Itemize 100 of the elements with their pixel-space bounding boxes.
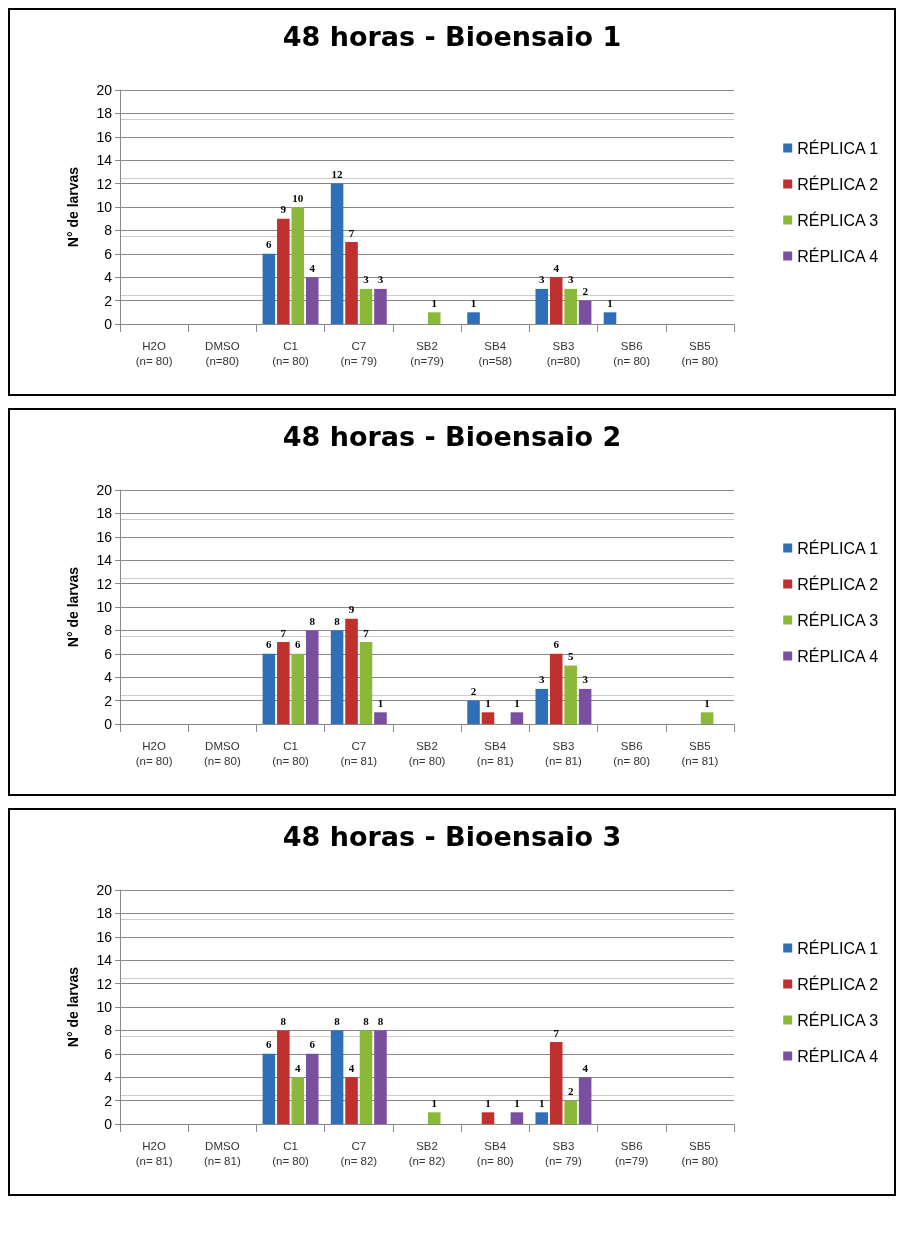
legend-label: RÉPLICA 2	[797, 174, 879, 193]
y-tick-label: 10	[96, 199, 113, 215]
legend-label: RÉPLICA 4	[797, 1046, 879, 1065]
x-tick-label: SB2 (n=79)	[410, 339, 444, 367]
x-tick-label: DMSO (n= 80)	[203, 739, 241, 767]
y-tick-label: 2	[104, 1092, 113, 1109]
data-label: 1	[539, 1096, 545, 1109]
bar	[359, 1030, 373, 1124]
data-label: 2	[582, 285, 589, 298]
x-tick-label: C7 (n= 82)	[340, 1139, 378, 1167]
bar	[262, 1053, 276, 1124]
y-tick-label: 10	[96, 599, 113, 615]
y-tick-label: 14	[96, 152, 113, 169]
data-label: 8	[334, 1014, 341, 1027]
data-label: 6	[553, 638, 560, 651]
data-label: 1	[704, 696, 710, 709]
data-label: 6	[309, 1038, 316, 1051]
x-tick-label: C1 (n= 80)	[272, 739, 310, 767]
x-tick-label: SB3 (n=80)	[546, 339, 581, 367]
x-tick-label: SB5 (n= 80)	[681, 339, 719, 367]
legend-label: RÉPLICA 4	[797, 646, 879, 665]
data-label: 4	[295, 1061, 302, 1074]
data-label: 1	[485, 1096, 491, 1109]
bar	[345, 618, 358, 724]
y-tick-label: 8	[104, 622, 113, 639]
bar	[330, 630, 344, 724]
bar	[262, 253, 276, 324]
bar	[374, 288, 387, 324]
legend-label: RÉPLICA 3	[797, 610, 879, 629]
bar	[510, 712, 524, 724]
data-label: 7	[280, 626, 287, 639]
x-tick-label: SB6 (n= 80)	[613, 339, 651, 367]
x-tick-label: SB3 (n= 79)	[545, 1139, 582, 1167]
bar	[262, 653, 276, 724]
data-label: 7	[553, 1026, 560, 1039]
bar	[374, 712, 387, 724]
y-tick-label: 10	[96, 999, 113, 1015]
bar	[549, 1042, 563, 1124]
data-label: 2	[567, 1085, 574, 1098]
bar	[427, 312, 441, 324]
y-tick-label: 4	[104, 1069, 113, 1086]
x-tick-label: SB5 (n= 81)	[681, 739, 719, 767]
bar	[277, 642, 290, 724]
data-label: 1	[470, 296, 477, 309]
legend-label: RÉPLICA 1	[797, 138, 879, 157]
bar	[291, 653, 305, 724]
x-tick-label: SB2 (n= 80)	[408, 739, 446, 767]
y-tick-label: 12	[96, 975, 113, 992]
data-label: 8	[363, 1014, 370, 1027]
chart-title: 48 horas - Bioensaio 2	[282, 421, 622, 452]
x-tick-label: SB4 (n= 80)	[476, 1139, 514, 1167]
data-label: 4	[582, 1061, 589, 1074]
bar	[549, 653, 563, 724]
bar	[467, 700, 480, 724]
y-axis-title: N° de larvas	[65, 966, 81, 1048]
bar	[467, 312, 480, 324]
x-tick-label: C7 (n= 79)	[340, 339, 378, 367]
legend-label: RÉPLICA 1	[797, 938, 879, 957]
data-label: 1	[377, 696, 384, 709]
data-label: 5	[567, 650, 574, 662]
bar	[578, 1077, 592, 1124]
x-tick-label: C1 (n= 80)	[272, 339, 310, 367]
bar	[305, 1053, 319, 1124]
legend-label: RÉPLICA 2	[797, 974, 879, 993]
bar	[291, 1077, 305, 1124]
data-label: 4	[309, 261, 316, 274]
x-tick-label: SB6 (n=79)	[614, 1139, 649, 1167]
bar	[291, 207, 305, 324]
data-label: 3	[567, 273, 574, 286]
x-tick-label: SB2 (n= 82)	[408, 1139, 446, 1167]
bar	[510, 1112, 524, 1124]
bar	[305, 277, 319, 324]
bar	[330, 1030, 344, 1124]
data-label: 1	[514, 1096, 520, 1109]
y-tick-label: 20	[96, 482, 113, 498]
data-label: 7	[348, 226, 355, 239]
y-tick-label: 16	[96, 928, 113, 945]
bar	[578, 300, 592, 324]
y-tick-label: 14	[96, 552, 113, 569]
bar	[374, 1030, 387, 1124]
data-label: 1	[514, 696, 520, 709]
legend-label: RÉPLICA 4	[797, 246, 879, 265]
y-tick-label: 6	[104, 1045, 113, 1062]
y-tick-label: 2	[104, 692, 113, 709]
y-tick-label: 8	[104, 222, 113, 239]
bar	[345, 1077, 358, 1124]
y-tick-label: 16	[96, 128, 113, 145]
x-tick-label: C1 (n= 80)	[272, 1139, 310, 1167]
y-tick-label: 20	[96, 882, 113, 898]
y-axis-title: N° de larvas	[65, 166, 81, 248]
y-tick-label: 20	[96, 82, 113, 98]
y-tick-label: 16	[96, 528, 113, 545]
bar	[305, 630, 319, 724]
x-tick-label: SB6 (n= 80)	[613, 739, 651, 767]
x-tick-label: DMSO (n= 81)	[203, 1139, 241, 1167]
x-tick-label: H2O (n= 80)	[135, 339, 173, 367]
bar	[359, 642, 373, 724]
legend-label: RÉPLICA 2	[797, 574, 879, 593]
bar	[535, 288, 549, 324]
y-tick-label: 4	[104, 669, 113, 686]
